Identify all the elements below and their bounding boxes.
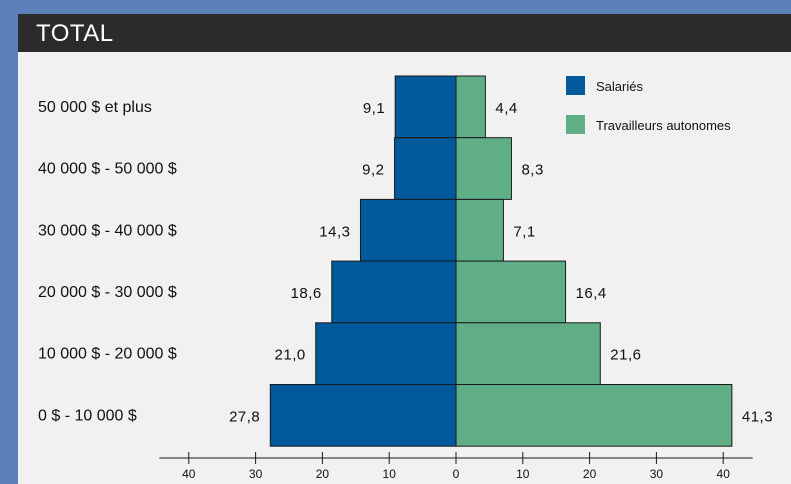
chart-panel: 50 000 $ et plus 9,1 4,4 40 000 $ - 50 000 … — [18, 52, 791, 484]
population-pyramid-chart: 50 000 $ et plus 9,1 4,4 40 000 $ - 50 000 … — [38, 75, 773, 481]
value-label-travailleurs-autonomes: 8,3 — [521, 162, 543, 179]
x-tick-label: 0 — [453, 467, 460, 481]
chart-title: TOTAL — [36, 20, 114, 47]
value-label-salaries: 27,8 — [229, 408, 260, 425]
chart-header: TOTAL — [18, 14, 791, 52]
legend-label-salaries: Salariés — [596, 79, 643, 94]
value-label-salaries: 9,2 — [362, 162, 384, 179]
value-label-salaries: 18,6 — [291, 285, 322, 302]
x-tick-label: 20 — [316, 467, 330, 481]
value-label-salaries: 21,0 — [275, 347, 306, 364]
x-tick-label: 30 — [650, 467, 664, 481]
bar-salaries — [394, 137, 457, 200]
value-label-travailleurs-autonomes: 4,4 — [495, 100, 517, 117]
x-tick-label: 10 — [383, 467, 397, 481]
category-label: 10 000 $ - 20 000 $ — [38, 346, 177, 363]
x-tick-label: 10 — [516, 467, 530, 481]
bar-salaries — [269, 384, 457, 447]
bar-travailleurs-autonomes — [455, 384, 733, 447]
category-label: 40 000 $ - 50 000 $ — [38, 161, 177, 178]
bar-travailleurs-autonomes — [455, 198, 504, 262]
legend-swatch-travailleurs-autonomes — [566, 115, 585, 134]
bar-travailleurs-autonomes — [455, 75, 486, 139]
category-label: 0 $ - 10 000 $ — [38, 407, 137, 424]
value-label-travailleurs-autonomes: 21,6 — [610, 347, 641, 364]
x-tick-label: 20 — [583, 467, 597, 481]
legend-label-travailleurs-autonomes: Travailleurs autonomes — [596, 118, 731, 133]
value-label-salaries: 9,1 — [363, 100, 385, 117]
bar-salaries — [394, 75, 457, 139]
value-label-salaries: 14,3 — [319, 223, 350, 240]
x-tick-label: 30 — [249, 467, 263, 481]
value-label-travailleurs-autonomes: 16,4 — [576, 285, 607, 302]
x-tick-label: 40 — [182, 467, 196, 481]
category-label: 50 000 $ et plus — [38, 99, 152, 116]
bar-salaries — [331, 260, 457, 324]
bar-salaries — [359, 198, 457, 262]
value-label-travailleurs-autonomes: 41,3 — [742, 408, 773, 425]
category-label: 30 000 $ - 40 000 $ — [38, 222, 177, 239]
bar-travailleurs-autonomes — [455, 260, 567, 324]
bar-travailleurs-autonomes — [455, 137, 512, 200]
value-label-travailleurs-autonomes: 7,1 — [513, 223, 535, 240]
bar-salaries — [315, 322, 457, 385]
legend-swatch-salaries — [566, 76, 585, 95]
bar-travailleurs-autonomes — [455, 322, 601, 385]
category-label: 20 000 $ - 30 000 $ — [38, 284, 177, 301]
x-tick-label: 40 — [717, 467, 731, 481]
